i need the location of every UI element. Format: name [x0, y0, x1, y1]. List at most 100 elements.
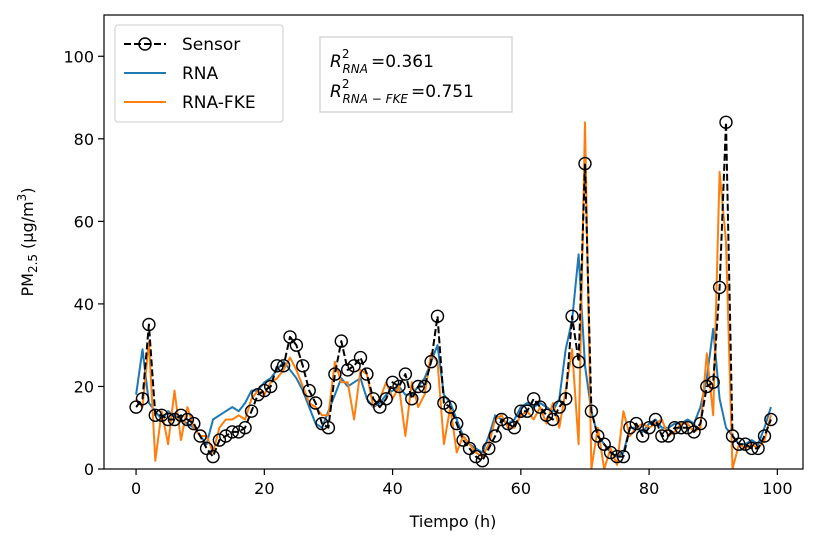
data-point-sensor [276, 359, 291, 373]
r2-rna-sub: RNA [342, 62, 368, 76]
y-tick-label: 60 [74, 212, 94, 231]
data-point-sensor [469, 449, 483, 464]
data-point-sensor [360, 367, 374, 381]
data-point-sensor [712, 280, 727, 295]
legend-box [114, 24, 284, 123]
data-point-sensor [668, 421, 682, 435]
data-point-sensor [687, 425, 701, 439]
series-layer [129, 115, 778, 469]
x-tick-label: 60 [511, 479, 531, 498]
data-point-sensor [379, 392, 393, 406]
r2-fke-sup: 2 [342, 77, 350, 91]
legend: Sensor RNA RNA-FKE [114, 24, 284, 123]
data-point-sensor [142, 317, 156, 332]
data-point-sensor [456, 433, 470, 447]
data-point-sensor [745, 441, 759, 456]
r2-rna-symbol: R [330, 52, 342, 72]
data-point-sensor [167, 412, 182, 427]
plot-frame [103, 14, 804, 470]
data-point-sensor [199, 441, 214, 456]
data-point-sensor [373, 400, 387, 414]
r2-fke-sub: RNA − FKE [342, 92, 408, 106]
data-point-sensor [225, 425, 240, 439]
data-point-sensor [706, 375, 720, 389]
data-point-sensor [732, 437, 746, 451]
data-point-sensor [655, 429, 669, 443]
legend-label-sensor: Sensor [182, 35, 240, 55]
data-point-sensor [475, 454, 490, 468]
data-point-sensor [629, 416, 643, 431]
data-point-sensor [187, 416, 201, 431]
r2-annotation: R2 RNA =0.361 R2 RNA − FKE =0.751 [319, 36, 513, 113]
data-point-sensor [161, 412, 175, 427]
data-point-sensor [571, 355, 586, 369]
r2-rna-text: R2 RNA =0.361 [330, 47, 434, 76]
data-point-sensor [430, 309, 445, 323]
data-point-sensor [405, 392, 419, 406]
data-point-sensor [482, 441, 496, 456]
data-point-sensor [411, 379, 425, 394]
r2-fke-text: R2 RNA − FKE =0.751 [330, 77, 474, 106]
data-point-sensor [661, 429, 675, 443]
r2-rna-value: =0.361 [371, 52, 434, 72]
series-line-sensor [135, 121, 772, 462]
series-line-rna-fke [135, 121, 772, 469]
data-point-sensor [584, 404, 599, 418]
data-point-sensor [610, 449, 624, 464]
legend-label-rna: RNA [182, 64, 219, 84]
data-point-sensor [597, 437, 611, 451]
data-point-sensor [443, 400, 457, 414]
data-point-sensor [533, 400, 547, 414]
data-point-sensor [366, 392, 380, 406]
data-point-sensor [238, 421, 252, 435]
y-axis: 0 20 40 60 80 100 [63, 47, 104, 479]
data-point-sensor [764, 412, 778, 427]
data-point-sensor [219, 429, 233, 443]
data-point-sensor [725, 429, 740, 443]
data-point-sensor [616, 449, 631, 464]
r2-box [319, 36, 513, 113]
y-tick-label: 20 [74, 377, 94, 396]
data-point-sensor [193, 429, 207, 443]
data-point-sensor [719, 115, 733, 130]
data-point-sensor [636, 429, 650, 443]
y-tick-label: 40 [74, 295, 94, 314]
x-tick-label: 40 [382, 479, 402, 498]
data-point-sensor [347, 359, 361, 373]
data-point-sensor [693, 416, 708, 431]
x-axis: 0 20 40 60 80 100 [131, 469, 793, 498]
data-point-sensor [559, 392, 573, 406]
data-point-sensor [565, 309, 579, 323]
data-point-sensor [546, 412, 560, 427]
data-point-sensor [642, 421, 656, 435]
y-axis-label-units: (μg/m [18, 201, 37, 249]
data-point-sensor [417, 379, 432, 394]
y-axis-label-main: PM [18, 273, 37, 296]
data-point-sensor [289, 338, 304, 352]
data-point-sensor [514, 404, 528, 418]
data-point-sensor [591, 429, 605, 443]
r2-fke-symbol: R [330, 82, 342, 102]
y-tick-label: 100 [63, 47, 94, 66]
legend-marker-sensor [138, 37, 152, 51]
y-axis-label: PM2.5 (μg/m3) [15, 188, 40, 297]
data-point-sensor [353, 350, 368, 365]
data-point-sensor [308, 396, 323, 410]
data-point-sensor [135, 392, 150, 406]
x-axis-label: Tiempo (h) [409, 512, 497, 531]
y-tick-label: 0 [84, 460, 94, 479]
data-point-sensor [392, 379, 406, 394]
y-tick-label: 80 [74, 130, 94, 149]
data-point-sensor [648, 412, 663, 427]
data-point-sensor [334, 334, 348, 348]
data-point-sensor [751, 441, 765, 456]
data-point-sensor [264, 379, 278, 394]
data-point-sensor [398, 367, 413, 381]
x-tick-label: 80 [639, 479, 659, 498]
data-point-sensor [450, 416, 464, 431]
legend-label-rna-fke: RNA-FKE [182, 93, 256, 113]
data-point-sensor [296, 359, 310, 373]
data-point-sensor [270, 359, 284, 373]
data-point-sensor [302, 383, 316, 398]
